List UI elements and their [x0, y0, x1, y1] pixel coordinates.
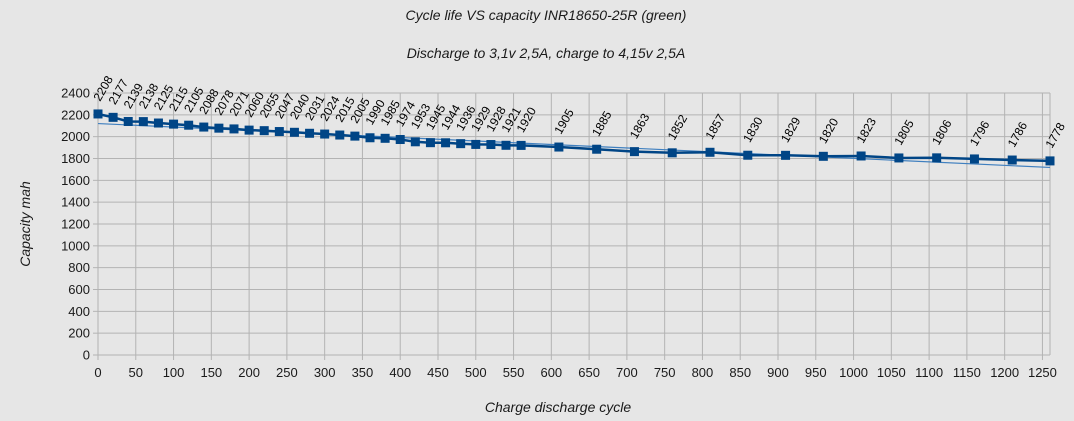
data-point [184, 120, 194, 130]
data-point [169, 119, 179, 129]
x-tick-label: 1200 [990, 365, 1019, 380]
x-tick-label: 800 [692, 365, 714, 380]
data-point [501, 140, 511, 150]
series-group [93, 109, 1055, 166]
x-tick-label: 1100 [915, 365, 943, 380]
x-tick-label: 650 [578, 365, 600, 380]
axes [93, 92, 1050, 360]
data-point [153, 118, 163, 128]
data-point [471, 139, 481, 149]
x-tick-label: 250 [276, 365, 298, 380]
data-point [138, 117, 148, 127]
x-tick-label: 550 [503, 365, 525, 380]
y-tick-label: 1000 [61, 238, 90, 253]
y-tick-label: 0 [83, 348, 90, 363]
data-point [335, 130, 345, 140]
y-tick-label: 800 [68, 260, 90, 275]
plot-area: 2208217721392138212521152105208820782071… [90, 73, 1068, 360]
data-point [199, 122, 209, 132]
y-axis-label: Capacity mah [17, 181, 33, 267]
data-point [320, 129, 330, 139]
data-point [932, 153, 942, 163]
x-tick-label: 400 [389, 365, 411, 380]
y-tick-label: 1400 [61, 195, 90, 210]
y-tick-label: 2200 [61, 107, 90, 122]
data-point [629, 147, 639, 157]
x-tick-label: 100 [163, 365, 185, 380]
x-tick-label: 450 [427, 365, 449, 380]
x-tick-label: 300 [314, 365, 336, 380]
x-tick-label: 850 [729, 365, 751, 380]
data-point [108, 112, 118, 122]
x-tick-label: 1050 [877, 365, 906, 380]
data-point [289, 127, 299, 137]
data-point [380, 133, 390, 143]
x-tick-label: 200 [238, 365, 260, 380]
data-point [259, 126, 269, 136]
y-tick-label: 2400 [61, 86, 90, 101]
data-point [229, 124, 239, 134]
y-tick-label: 1200 [61, 217, 90, 232]
data-point [554, 142, 564, 152]
data-point [743, 150, 753, 160]
x-axis-label: Charge discharge cycle [485, 399, 632, 415]
y-tick-labels: 0 200 400 600 800 1000 1200 1400 1600 1800 2000 220… [61, 86, 90, 363]
y-tick-label: 1600 [61, 173, 90, 188]
x-tick-label: 0 [94, 365, 101, 380]
data-point [305, 128, 315, 138]
data-point [516, 140, 526, 150]
x-tick-label: 700 [616, 365, 638, 380]
data-point [592, 144, 602, 154]
data-point [244, 125, 254, 135]
data-point [425, 138, 435, 148]
x-tick-label: 600 [540, 365, 562, 380]
y-tick-label: 1800 [61, 151, 90, 166]
data-point [441, 138, 451, 148]
chart-title: Cycle life VS capacity INR18650-25R (gre… [406, 7, 687, 23]
x-tick-label: 900 [767, 365, 789, 380]
data-point [123, 116, 133, 126]
x-tick-label: 150 [200, 365, 222, 380]
x-tick-label: 750 [654, 365, 676, 380]
data-point [350, 131, 360, 141]
data-point [214, 123, 224, 133]
data-point [667, 148, 677, 158]
x-tick-label: 350 [352, 365, 374, 380]
data-point [456, 139, 466, 149]
data-point [486, 140, 496, 150]
data-point [93, 109, 103, 119]
x-tick-label: 1000 [839, 365, 868, 380]
data-point [969, 154, 979, 164]
y-tick-label: 2000 [61, 129, 90, 144]
data-point [274, 127, 284, 137]
data-point [705, 147, 715, 157]
data-point [410, 137, 420, 147]
x-tick-label: 1250 [1028, 365, 1057, 380]
x-tick-labels: 0 50 100 150 200 250 300 350 400 450 500 550 600 650 7… [94, 365, 1057, 380]
data-point [781, 150, 791, 160]
chart-subtitle: Discharge to 3,1v 2,5A, charge to 4,15v … [407, 45, 686, 61]
y-tick-label: 600 [68, 282, 90, 297]
data-point [1045, 156, 1055, 166]
y-tick-label: 200 [68, 326, 90, 341]
x-tick-label: 950 [805, 365, 827, 380]
data-point [818, 151, 828, 161]
gridlines [97, 92, 1051, 356]
x-tick-label: 1150 [953, 365, 981, 380]
x-tick-label: 500 [465, 365, 487, 380]
y-tick-label: 400 [68, 304, 90, 319]
x-tick-label: 50 [129, 365, 143, 380]
data-point [856, 151, 866, 161]
data-point [395, 135, 405, 145]
data-point [1007, 155, 1017, 165]
data-point [894, 153, 904, 163]
data-point [365, 133, 375, 143]
